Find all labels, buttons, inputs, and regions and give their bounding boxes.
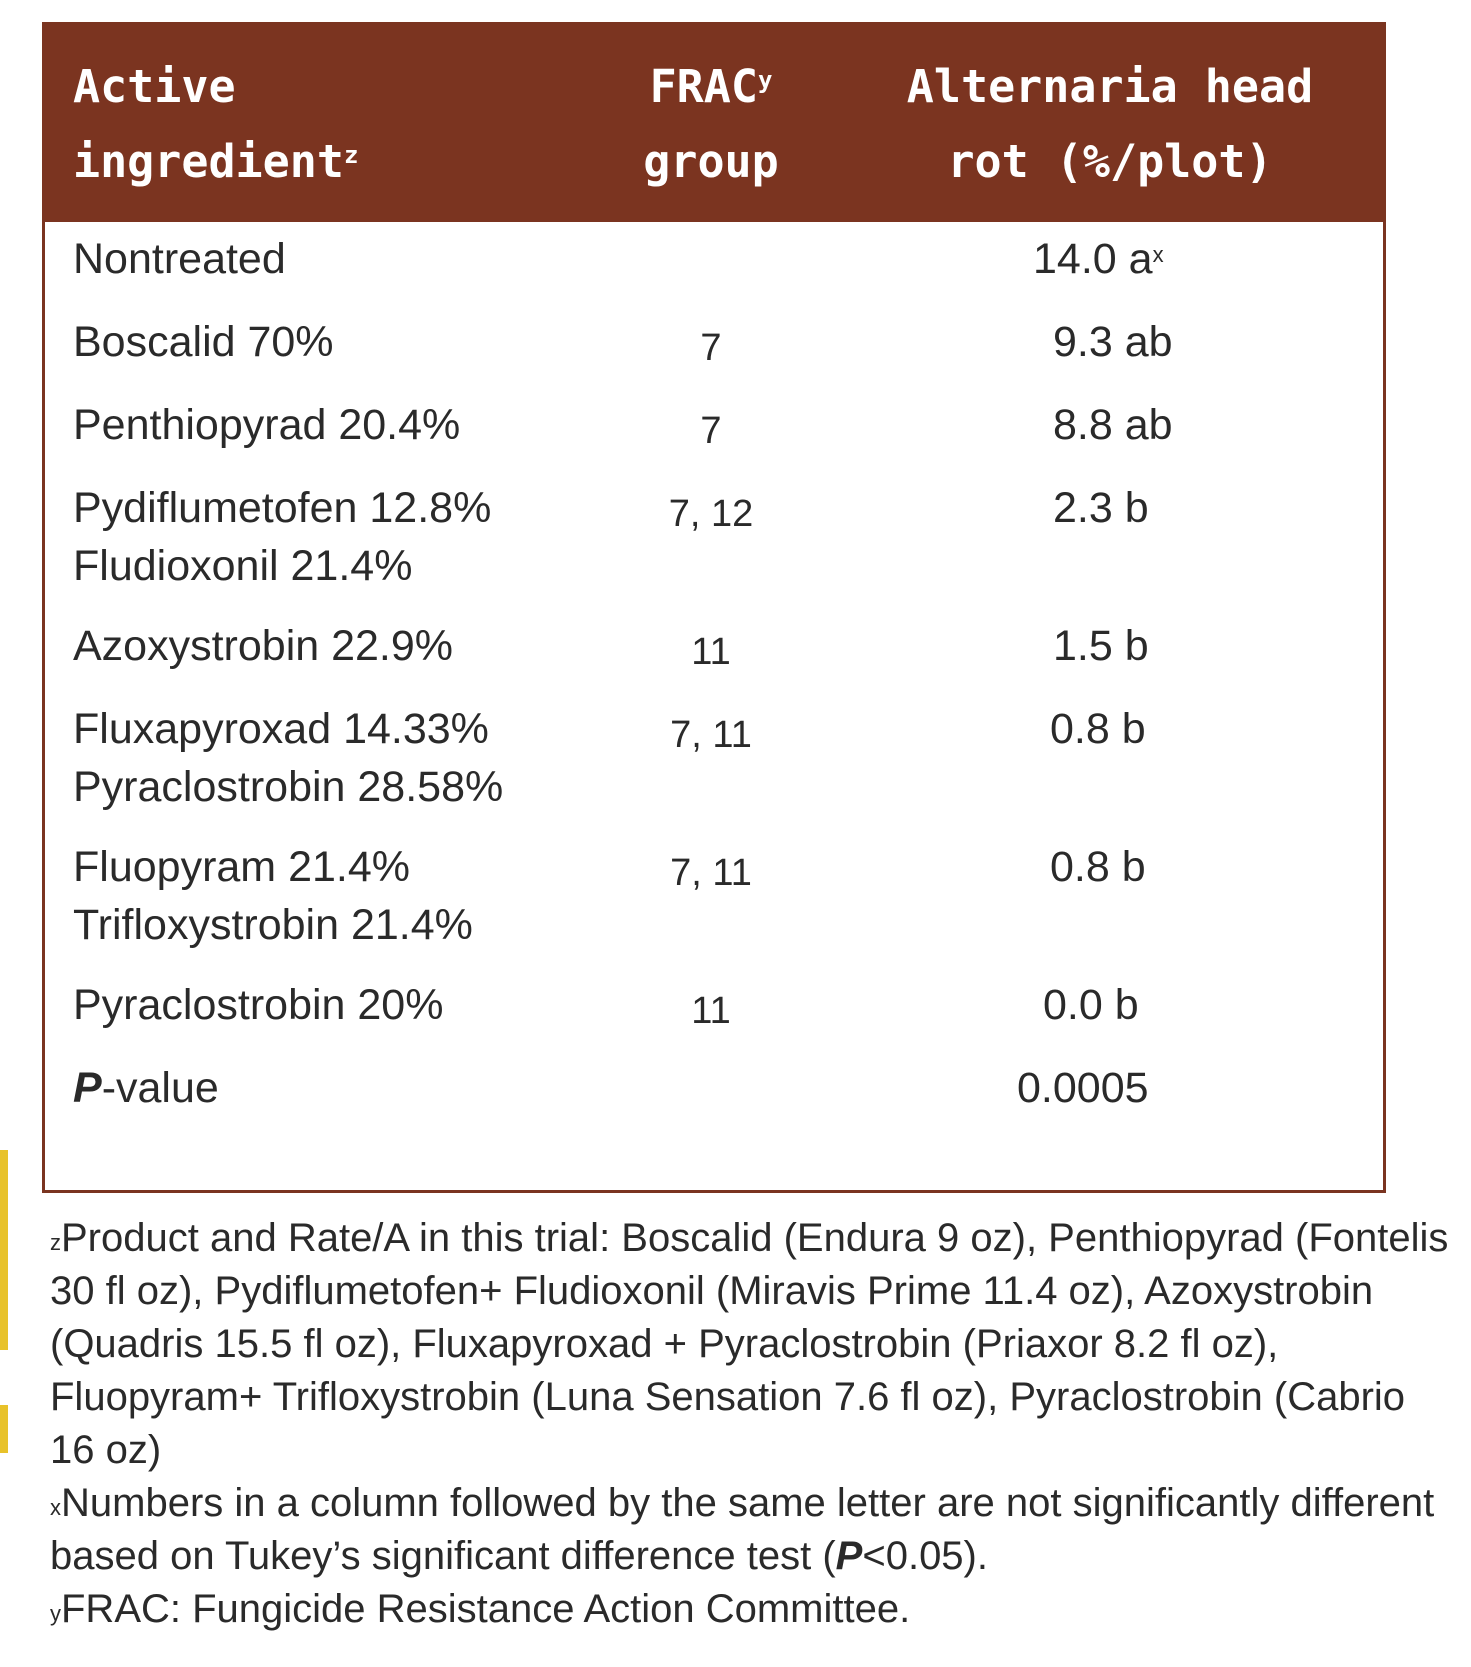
ingredient-cell: Boscalid 70% — [73, 318, 334, 366]
rot-value-cell: 14.0 ax — [1033, 235, 1164, 283]
header-active-ingredient: Active ingredientz — [73, 60, 359, 188]
rot-value-cell: 8.8 ab — [1053, 401, 1173, 449]
ingredient-cell: Fluxapyroxad 14.33% Pyraclostrobin 28.58% — [73, 705, 504, 811]
table-body: Nontreated 14.0 ax Boscalid 70% 7 9.3 ab… — [45, 222, 1383, 1134]
footnote-x-marker: x — [1152, 242, 1164, 267]
frac-cell: 11 — [691, 631, 731, 673]
accent-bar — [0, 1405, 8, 1453]
rot-value-cell: 9.3 ab — [1053, 318, 1173, 366]
table-row: Fluxapyroxad 14.33% Pyraclostrobin 28.58%… — [45, 692, 1383, 830]
results-table: Active ingredientz FRACy group Alternari… — [42, 22, 1386, 1193]
frac-cell — [621, 230, 801, 236]
rot-value-cell: 0.8 b — [1050, 705, 1146, 753]
rot-value-cell: 0.0 b — [1043, 981, 1139, 1029]
table-row: Pydiflumetofen 12.8% Fludioxonil 21.4% 7,… — [45, 471, 1383, 609]
frac-cell: 7 — [700, 410, 722, 452]
footnote-z-marker: z — [343, 141, 359, 169]
ingredient-cell: Penthiopyrad 20.4% — [73, 401, 461, 449]
footnotes: zProduct and Rate/A in this trial: Bosca… — [50, 1212, 1450, 1636]
rot-value-cell: 1.5 b — [1053, 622, 1149, 670]
ingredient-cell: Pyraclostrobin 20% — [73, 981, 444, 1029]
rot-value-cell: 0.8 b — [1050, 843, 1146, 891]
pvalue-label: P-value — [73, 1064, 219, 1112]
frac-cell: 7, 12 — [668, 493, 754, 535]
footnote-y: yFRAC: Fungicide Resistance Action Commi… — [50, 1587, 911, 1631]
ingredient-cell: Pydiflumetofen 12.8% Fludioxonil 21.4% — [73, 484, 492, 590]
ingredient-cell: Azoxystrobin 22.9% — [73, 622, 454, 670]
table-row: Azoxystrobin 22.9% 11 1.5 b — [45, 609, 1383, 692]
footnote-y-marker: y — [757, 66, 773, 94]
ingredient-cell: Fluopyram 21.4% Trifloxystrobin 21.4% — [73, 843, 473, 949]
pvalue-value: 0.0005 — [1017, 1064, 1149, 1112]
table-row: Penthiopyrad 20.4% 7 8.8 ab — [45, 388, 1383, 471]
table-row-pvalue: P-value 0.0005 — [45, 1051, 1383, 1134]
frac-cell: 7, 11 — [670, 852, 752, 894]
table-header: Active ingredientz FRACy group Alternari… — [45, 25, 1383, 222]
rot-value-cell: 2.3 b — [1053, 484, 1149, 532]
table-row: Boscalid 70% 7 9.3 ab — [45, 305, 1383, 388]
accent-bar — [0, 1150, 8, 1350]
footnote-x: xNumbers in a column followed by the sam… — [50, 1481, 1435, 1578]
header-alternaria-head-rot: Alternaria head rot (%/plot) — [906, 60, 1314, 188]
header-frac-group: FRACy group — [643, 60, 779, 188]
table-row: Nontreated 14.0 ax — [45, 222, 1383, 305]
table-row: Fluopyram 21.4% Trifloxystrobin 21.4% 7, … — [45, 830, 1383, 968]
table-row: Pyraclostrobin 20% 11 0.0 b — [45, 968, 1383, 1051]
frac-cell: 7, 11 — [670, 714, 752, 756]
ingredient-cell: Nontreated — [73, 235, 286, 283]
frac-cell: 11 — [691, 990, 731, 1032]
footnote-z: zProduct and Rate/A in this trial: Bosca… — [50, 1216, 1449, 1472]
frac-cell: 7 — [700, 327, 722, 369]
